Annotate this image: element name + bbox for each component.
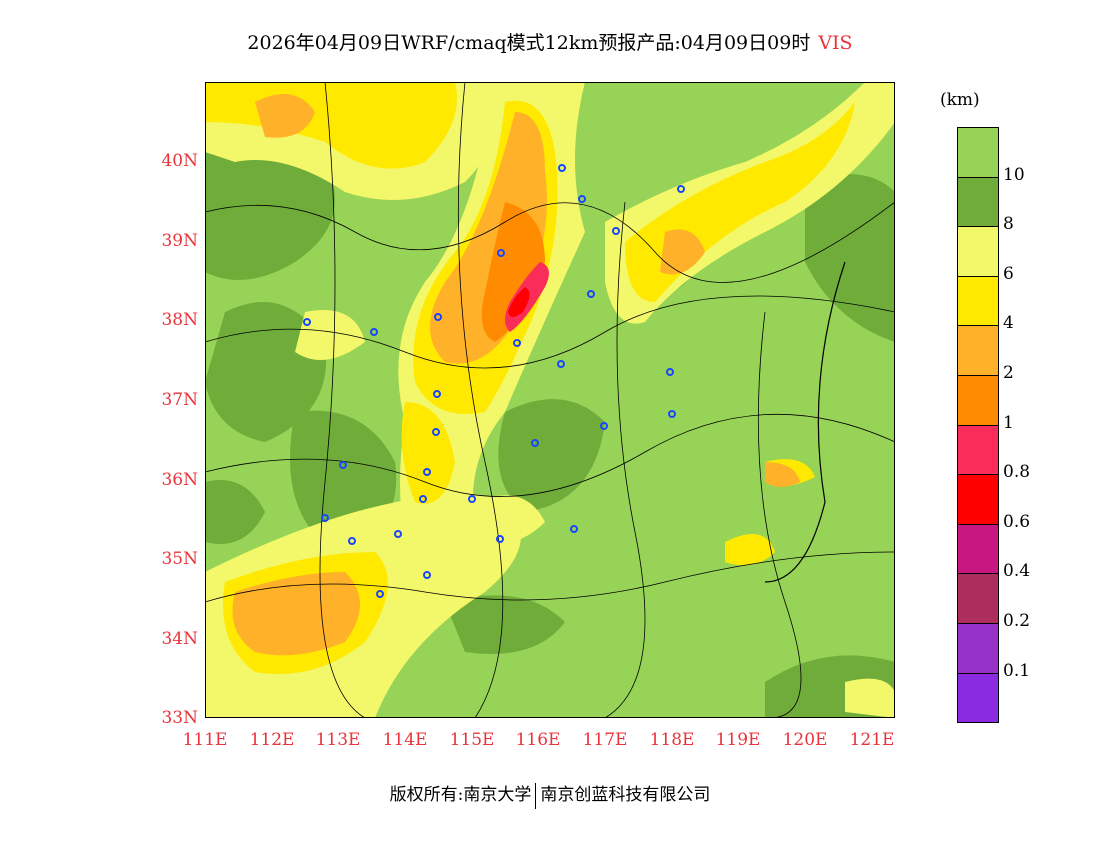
- lon-label: 113E: [315, 730, 361, 750]
- lon-label: 118E: [649, 730, 695, 750]
- lat-label: 37N: [161, 390, 198, 410]
- lat-label: 38N: [161, 310, 198, 330]
- colorbar-segment: [958, 574, 998, 624]
- colorbar-label: 1: [1003, 412, 1014, 433]
- colorbar: [957, 127, 999, 724]
- lon-label: 114E: [382, 730, 428, 750]
- lon-label: 112E: [249, 730, 295, 750]
- legend-unit: (km): [940, 90, 980, 110]
- colorbar-segment: [958, 276, 998, 327]
- lat-label: 33N: [161, 708, 198, 728]
- colorbar-label: 0.1: [1003, 660, 1031, 681]
- lon-label: 120E: [782, 730, 828, 750]
- visibility-map: [205, 82, 895, 718]
- boundary-lines: [205, 82, 895, 718]
- footer-right: 南京创蓝科技有限公司: [540, 785, 711, 805]
- colorbar-label: 2: [1003, 363, 1014, 383]
- city-markers: [303, 164, 685, 598]
- lat-label: 40N: [161, 151, 198, 171]
- orange-areas: [232, 94, 800, 656]
- lon-label: 115E: [449, 730, 495, 750]
- lat-label: 35N: [161, 549, 198, 569]
- colorbar-label: 0.4: [1003, 561, 1031, 582]
- colorbar-segment: [958, 673, 998, 723]
- lat-label: 34N: [161, 629, 198, 649]
- footer-divider: [535, 782, 537, 809]
- lon-label: 121E: [849, 730, 895, 750]
- lon-label: 116E: [515, 730, 561, 750]
- figure-title: 2026年04月09日WRF/cmaq模式12km预报产品:04月09日09时 V…: [0, 28, 1100, 55]
- lat-label: 39N: [161, 231, 198, 251]
- footer-left: 版权所有:南京大学: [389, 785, 532, 805]
- colorbar-label: 8: [1003, 214, 1014, 235]
- colorbar-segment: [958, 177, 998, 228]
- colorbar-label: 0.8: [1003, 462, 1031, 483]
- lat-label: 36N: [161, 470, 198, 490]
- colorbar-segment: [958, 425, 998, 476]
- colorbar-label: 6: [1003, 263, 1014, 284]
- colorbar-segment: [958, 623, 998, 674]
- colorbar-segment: [958, 375, 998, 426]
- colorbar-label: 0.6: [1003, 511, 1031, 532]
- title-main: 2026年04月09日WRF/cmaq模式12km预报产品:04月09日09时: [247, 32, 811, 54]
- lon-label: 119E: [715, 730, 761, 750]
- colorbar-segment: [958, 326, 998, 376]
- colorbar-label: 4: [1003, 313, 1014, 334]
- colorbar-label: 0.2: [1003, 611, 1031, 631]
- lon-label: 117E: [582, 730, 628, 750]
- colorbar-segment: [958, 227, 998, 277]
- colorbar-segment: [958, 475, 998, 525]
- low-visibility-core: [505, 262, 549, 332]
- title-variable: VIS: [818, 32, 853, 54]
- lon-label: 111E: [182, 730, 228, 750]
- colorbar-label: 10: [1003, 164, 1025, 185]
- copyright-footer: 版权所有:南京大学 南京创蓝科技有限公司: [0, 780, 1100, 809]
- colorbar-segment: [958, 128, 998, 178]
- colorbar-segment: [958, 524, 998, 575]
